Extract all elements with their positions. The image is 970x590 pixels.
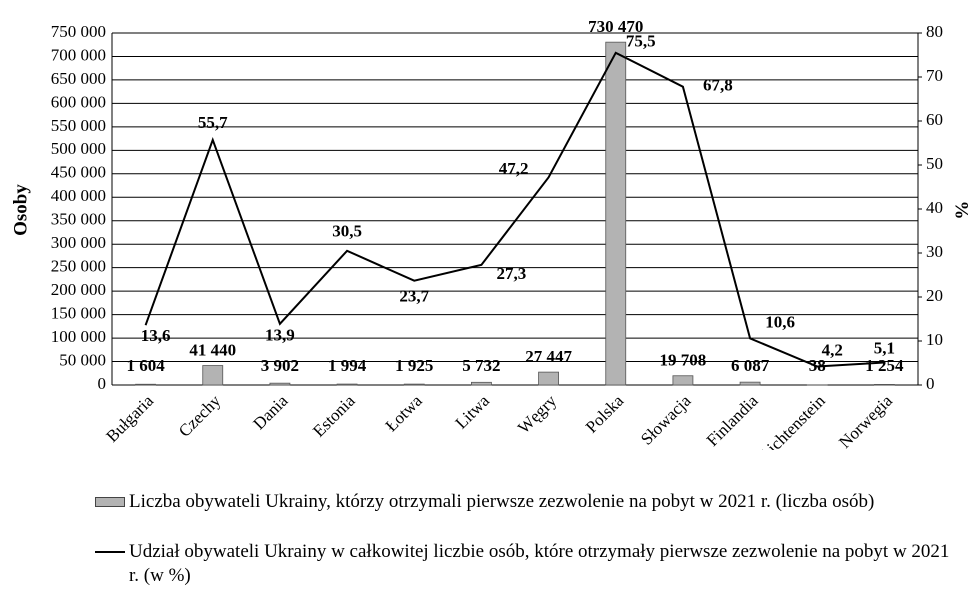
y-tick-label: 750 000 xyxy=(51,22,106,41)
legend-swatch xyxy=(95,551,125,553)
x-tick-label: Lichtenstein xyxy=(756,391,829,450)
bar-value-label: 27 447 xyxy=(525,347,572,366)
bar-value-label: 3 902 xyxy=(261,356,299,375)
y-tick-label: 450 000 xyxy=(51,163,106,182)
x-tick-label: Bułgaria xyxy=(102,391,157,446)
y2-axis-label: % xyxy=(951,201,970,220)
line-value-label: 55,7 xyxy=(198,113,228,132)
y2-tick-label: 80 xyxy=(926,22,943,41)
x-tick-label: Finlandia xyxy=(703,391,762,450)
y-tick-label: 400 000 xyxy=(51,186,106,205)
line-value-label: 13,9 xyxy=(265,326,295,345)
bar-value-label: 1 994 xyxy=(328,356,367,375)
y2-tick-label: 50 xyxy=(926,154,943,173)
bar xyxy=(336,383,358,386)
legend-label: Udział obywateli Ukrainy w całkowitej li… xyxy=(129,541,950,586)
bar xyxy=(202,365,224,386)
bar-value-label: 6 087 xyxy=(731,356,770,375)
bar xyxy=(471,381,492,386)
y-tick-label: 550 000 xyxy=(51,116,106,135)
line-value-label: 30,5 xyxy=(332,222,362,241)
bar xyxy=(672,375,694,386)
legend-bar: Liczba obywateli Ukrainy, którzy otrzyma… xyxy=(95,490,955,514)
line-value-label: 4,2 xyxy=(822,340,843,359)
line-value-label: 5,1 xyxy=(874,338,895,357)
y2-tick-label: 40 xyxy=(926,198,943,217)
line-value-label: 75,5 xyxy=(626,32,656,51)
line-value-label: 47,2 xyxy=(499,159,529,178)
bar-value-label: 41 440 xyxy=(189,340,236,359)
x-tick-label: Czechy xyxy=(175,391,225,441)
y-tick-label: 650 000 xyxy=(51,69,106,88)
y2-tick-label: 70 xyxy=(926,66,943,85)
legend-label: Liczba obywateli Ukrainy, którzy otrzyma… xyxy=(129,491,875,512)
x-tick-label: Dania xyxy=(249,391,291,433)
y-tick-label: 100 000 xyxy=(51,327,106,346)
line-value-label: 13,6 xyxy=(141,326,171,345)
x-tick-label: Łotwa xyxy=(382,391,426,435)
bar-value-label: 1 925 xyxy=(395,356,433,375)
legend-swatch xyxy=(95,497,125,507)
y-tick-label: 0 xyxy=(98,374,107,393)
x-tick-label: Estonia xyxy=(309,391,359,441)
bar xyxy=(135,383,156,386)
bar-value-label: 730 470 xyxy=(588,17,643,36)
y-tick-label: 350 000 xyxy=(51,210,106,229)
y-tick-label: 600 000 xyxy=(51,92,106,111)
y2-tick-label: 20 xyxy=(926,286,943,305)
line-value-label: 27,3 xyxy=(497,264,527,283)
bar xyxy=(605,41,627,386)
bar xyxy=(538,371,559,386)
bar-value-label: 1 604 xyxy=(126,356,165,375)
y-tick-label: 50 000 xyxy=(59,350,106,369)
x-tick-label: Polska xyxy=(582,391,628,437)
y-tick-label: 250 000 xyxy=(51,257,106,276)
y-tick-label: 150 000 xyxy=(51,304,106,323)
y-axis-label: Osoby xyxy=(10,184,31,236)
bar-value-label: 1 254 xyxy=(865,356,904,375)
line-value-label: 67,8 xyxy=(703,76,733,95)
line xyxy=(144,51,885,368)
x-tick-label: Litwa xyxy=(452,391,494,433)
y-tick-label: 300 000 xyxy=(51,233,106,252)
y-tick-label: 700 000 xyxy=(51,45,106,64)
bar-value-label: 19 708 xyxy=(660,351,707,370)
x-tick-label: Norwegia xyxy=(835,391,896,450)
chart: Osoby % 0 50 000 100 000 150 000 200 000 250 … xyxy=(10,17,970,464)
bar xyxy=(739,381,761,386)
y2-tick-label: 10 xyxy=(926,330,943,349)
y-tick-label: 500 000 xyxy=(51,139,106,158)
line-value-label: 10,6 xyxy=(765,312,795,331)
bar xyxy=(403,383,425,386)
x-tick-label: Słowacja xyxy=(637,391,695,449)
legend-line: Udział obywateli Ukrainy w całkowitej li… xyxy=(95,540,955,588)
bar xyxy=(269,382,291,386)
y2-tick-label: 0 xyxy=(926,374,935,393)
y2-tick-label: 30 xyxy=(926,242,943,261)
bar xyxy=(874,384,895,386)
y-tick-label: 200 000 xyxy=(51,280,106,299)
bar-value-label: 5 732 xyxy=(462,356,500,375)
x-tick-label: Węgry xyxy=(514,391,560,437)
line-value-label: 23,7 xyxy=(399,287,429,306)
y2-tick-label: 60 xyxy=(926,110,943,129)
bar-value-label: 38 xyxy=(809,356,826,375)
